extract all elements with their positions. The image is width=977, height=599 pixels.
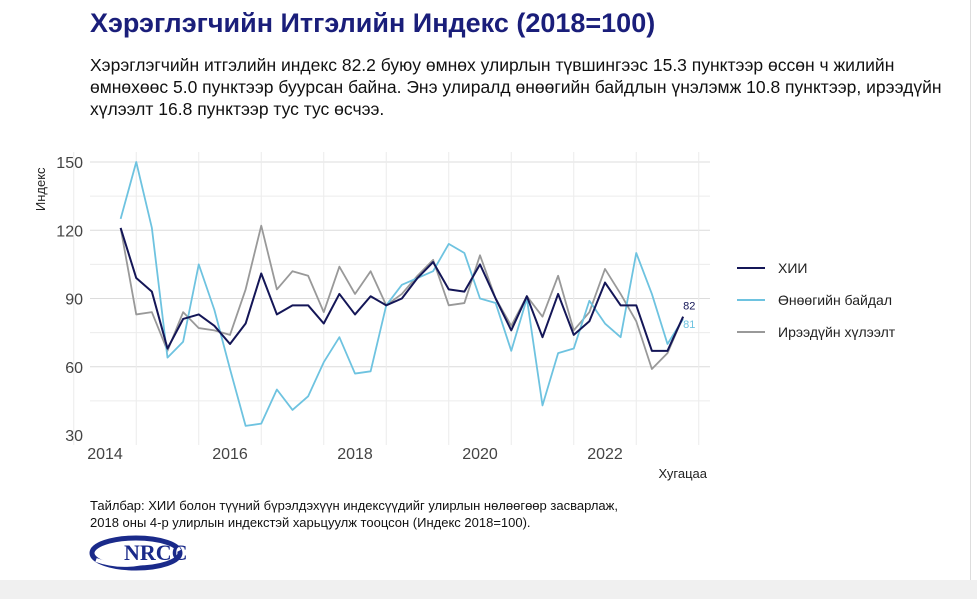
y-tick-label: 120 (56, 223, 83, 240)
legend-label: Өнөөгийн байдал (778, 292, 892, 308)
note-line-1: Тайлбар: ХИИ болон түүний бүрэлдэхүүн ин… (90, 498, 618, 513)
svg-text:NRCC: NRCC (124, 540, 188, 565)
x-tick-label: 2022 (587, 446, 623, 463)
x-tick-label: 2014 (87, 446, 123, 463)
summary-text: Хэрэглэгчийн итгэлийн индекс 82.2 буюу ө… (90, 55, 942, 119)
x-tick-label: 2020 (462, 446, 498, 463)
chart-note: Тайлбар: ХИИ болон түүний бүрэлдэхүүн ин… (90, 497, 618, 531)
legend-label: ХИИ (778, 260, 807, 276)
end-label-current: 81 (683, 319, 695, 331)
y-tick-label: 150 (56, 155, 83, 172)
nrcc-logo: NRCC (89, 535, 188, 571)
x-tick-label: 2018 (337, 446, 373, 463)
divider (970, 0, 971, 580)
x-axis-label: Хугацаа (659, 466, 708, 481)
y-axis-label: Индекс (33, 167, 48, 211)
y-tick-label: 90 (65, 292, 83, 309)
note-line-2: 2018 оны 4-р улирлын индекстэй харьцуулж… (90, 515, 531, 530)
page-title: Хэрэглэгчийн Итгэлийн Индекс (2018=100) (90, 8, 656, 38)
y-tick-label: 30 (65, 428, 83, 445)
y-tick-label: 60 (65, 360, 83, 377)
footer-strip (0, 580, 977, 599)
line-chart: 30 60 90 120 150 2014 2016 2018 2020 2022 Хугацаа И… (33, 152, 896, 481)
end-label-hii: 82 (683, 301, 695, 313)
legend-label: Ирээдүйн хүлээлт (778, 324, 896, 340)
x-tick-label: 2016 (212, 446, 248, 463)
